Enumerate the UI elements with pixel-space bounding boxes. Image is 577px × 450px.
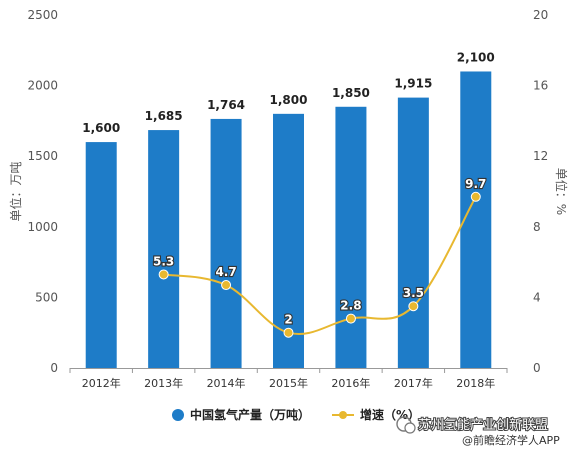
bar-data-label: 1,850: [332, 86, 370, 100]
y-tick-label: 500: [35, 290, 58, 304]
y2-tick-label: 16: [533, 79, 548, 93]
x-tick-label: 2014年: [207, 376, 246, 390]
bar: [460, 71, 492, 368]
legend: 中国氢气产量（万吨） 增速（%）: [172, 407, 420, 422]
x-axis-ticks: 2012年 2013年 2014年 2015年 2016年 2017年 2018年: [69, 368, 508, 390]
y2-tick-label: 20: [533, 8, 548, 22]
y2-tick-label: 4: [533, 290, 541, 304]
y2-axis-ticks: 0 4 8 12 16 20: [533, 8, 548, 375]
legend-bar-swatch: [172, 409, 184, 421]
x-tick-label: 2016年: [331, 376, 370, 390]
watermark-line2: @前瞻经济学人APP: [462, 433, 560, 447]
bar-data-label: 1,915: [394, 77, 432, 91]
bar-data-label: 1,800: [270, 93, 308, 107]
y2-tick-label: 0: [533, 361, 541, 375]
growth-rate-point: [221, 280, 232, 291]
growth-rate-label: 2: [284, 313, 292, 327]
watermark: 苏州氢能产业创新联盟@前瞻经济学人APP: [396, 416, 560, 447]
growth-rate-label: 5.3: [153, 254, 174, 268]
y-tick-label: 1500: [27, 149, 58, 163]
y-tick-label: 1000: [27, 220, 58, 234]
y-tick-label: 2000: [27, 79, 58, 93]
watermark-line1: 苏州氢能产业创新联盟: [418, 417, 548, 433]
growth-rate-point: [345, 313, 356, 324]
legend-line-label: 增速（%）: [360, 407, 420, 422]
y-tick-label: 0: [50, 361, 58, 375]
bar: [85, 142, 117, 368]
growth-rate-point: [283, 327, 294, 338]
bar: [210, 118, 242, 368]
legend-line-marker: [339, 411, 347, 419]
bar-data-label: 1,764: [207, 98, 245, 112]
y-axis-title-text: 单位：万吨: [8, 161, 23, 221]
bar: [397, 97, 429, 369]
wechat-icon-bubble-small: [404, 422, 416, 434]
bar: [273, 113, 304, 368]
wechat-icon: [396, 416, 416, 434]
growth-rate-label: 4.7: [215, 265, 236, 279]
x-tick-label: 2013年: [144, 376, 183, 390]
y2-axis-title-text: 单位：%: [554, 168, 569, 215]
bar: [335, 106, 367, 368]
bar-data-label: 2,100: [457, 50, 495, 64]
y2-axis-title: 单位：%: [554, 168, 569, 215]
y2-tick-label: 12: [533, 149, 548, 163]
growth-rate-line: [163, 196, 477, 335]
growth-rate-label: 3.5: [403, 286, 424, 300]
x-tick-label: 2015年: [269, 376, 308, 390]
bar-data-labels: 1,600 1,685 1,764 1,800 1,850 1,915 2,100: [82, 50, 495, 135]
legend-bar-label: 中国氢气产量（万吨）: [190, 407, 310, 422]
growth-rate-label: 9.7: [465, 177, 486, 191]
growth-rate-label: 2.8: [340, 299, 361, 313]
bar-series: [85, 71, 492, 369]
y-tick-label: 2500: [27, 8, 58, 22]
y-axis-title: 单位：万吨: [8, 161, 23, 221]
bar-data-label: 1,600: [82, 121, 120, 135]
growth-rate-point: [158, 269, 169, 280]
bar: [148, 130, 180, 368]
line-series: 5.3 4.7 2 2.8 3.5 9.7: [152, 176, 488, 338]
y2-tick-label: 8: [533, 220, 541, 234]
growth-rate-point: [408, 301, 419, 312]
x-tick-label: 2018年: [456, 376, 495, 390]
bar-data-label: 1,685: [145, 109, 183, 123]
x-tick-label: 2017年: [394, 376, 433, 390]
growth-rate-point: [470, 191, 481, 202]
y-axis-ticks: 0 500 1000 1500 2000 2500: [27, 8, 58, 375]
x-tick-label: 2012年: [82, 376, 121, 390]
